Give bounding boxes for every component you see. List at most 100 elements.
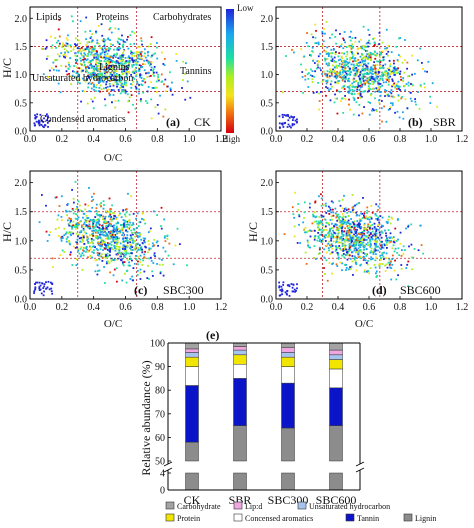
scatter-point — [92, 47, 95, 50]
scatter-point — [353, 220, 356, 223]
scatter-point — [78, 220, 81, 223]
scatter-point — [352, 60, 354, 63]
scatter-point — [79, 209, 82, 212]
scatter-point — [116, 239, 119, 241]
scatter-point — [324, 236, 326, 239]
scatter-point — [131, 83, 134, 86]
axis-break-gap — [356, 464, 364, 470]
scatter-point — [135, 63, 138, 66]
scatter-point — [105, 225, 108, 227]
scatter-point — [80, 231, 83, 234]
scatter-point — [356, 240, 359, 243]
scatter-point — [345, 269, 347, 271]
scatter-point — [360, 38, 362, 41]
scatter-point — [102, 80, 105, 83]
scatter-point — [106, 77, 109, 80]
scatter-point — [385, 246, 388, 249]
y-tick-label: 1.5 — [261, 42, 274, 53]
scatter-point — [344, 80, 346, 83]
scatter-point — [373, 226, 376, 228]
scatter-point — [76, 238, 79, 241]
scatter-point — [369, 79, 372, 81]
scatter-point — [91, 40, 94, 43]
scatter-point — [131, 71, 134, 74]
scatter-point — [94, 228, 97, 231]
scatter-point — [298, 215, 301, 218]
scatter-point — [147, 62, 150, 65]
scatter-point — [382, 225, 384, 227]
scatter-point — [113, 54, 115, 57]
scatter-point — [117, 48, 120, 51]
scatter-point — [341, 216, 344, 219]
scatter-point — [396, 83, 398, 86]
scatter-point — [117, 99, 120, 102]
scatter-point — [68, 222, 71, 225]
scatter-point — [162, 63, 165, 65]
scatter-point — [348, 91, 350, 94]
scatter-point — [339, 247, 342, 250]
scatter-point — [353, 74, 356, 77]
scatter-point — [379, 75, 382, 78]
scatter-point — [357, 81, 360, 84]
scatter-point — [122, 68, 125, 71]
scatter-point — [74, 217, 77, 220]
scatter-point — [116, 76, 119, 79]
scatter-point — [122, 231, 125, 234]
scatter-point — [360, 81, 362, 84]
scatter-point — [321, 45, 324, 47]
scatter-point — [381, 74, 383, 77]
scatter-point — [393, 68, 396, 71]
scatter-point — [45, 287, 48, 290]
scatter-point — [112, 239, 115, 242]
scatter-point — [124, 89, 127, 92]
scatter-point — [79, 247, 82, 250]
scatter-point — [362, 248, 365, 251]
scatter-point — [153, 244, 156, 247]
scatter-point — [126, 69, 129, 71]
scatter-point — [379, 257, 382, 259]
scatter-point — [331, 222, 333, 225]
scatter-point — [309, 246, 311, 249]
scatter-point — [75, 232, 78, 235]
scatter-point — [74, 52, 77, 55]
scatter-point — [341, 207, 344, 210]
scatter-point — [291, 123, 294, 125]
scatter-point — [126, 223, 129, 226]
scatter-point — [369, 102, 371, 104]
scatter-point — [353, 228, 355, 231]
scatter-point — [355, 251, 358, 254]
scatter-point — [312, 215, 315, 218]
scatter-point — [339, 219, 342, 222]
scatter-point — [66, 39, 69, 41]
scatter-point — [115, 245, 118, 248]
scatter-point — [109, 59, 112, 61]
scatter-point — [397, 218, 399, 220]
scatter-point — [342, 62, 345, 65]
scatter-point — [336, 70, 339, 73]
scatter-point — [381, 254, 384, 256]
scatter-point — [362, 77, 364, 80]
scatter-point — [139, 100, 142, 103]
scatter-point — [365, 56, 368, 59]
scatter-point — [116, 60, 119, 63]
scatter-point — [124, 248, 126, 251]
scatter-point — [102, 239, 105, 242]
scatter-point — [328, 223, 331, 226]
scatter-point — [317, 253, 320, 255]
scatter-point — [167, 254, 170, 257]
scatter-point — [140, 83, 143, 86]
scatter-point — [371, 68, 374, 70]
scatter-point — [360, 212, 362, 215]
scatter-point — [128, 70, 130, 73]
scatter-point — [367, 244, 369, 247]
scatter-point — [328, 230, 331, 232]
scatter-point — [132, 103, 134, 106]
scatter-point — [325, 82, 328, 85]
scatter-point — [135, 244, 137, 247]
scatter-point — [91, 251, 94, 253]
scatter-point — [351, 240, 353, 242]
scatter-point — [140, 58, 143, 61]
scatter-point — [69, 243, 71, 246]
scatter-point — [118, 231, 121, 234]
scatter-point — [278, 281, 281, 284]
